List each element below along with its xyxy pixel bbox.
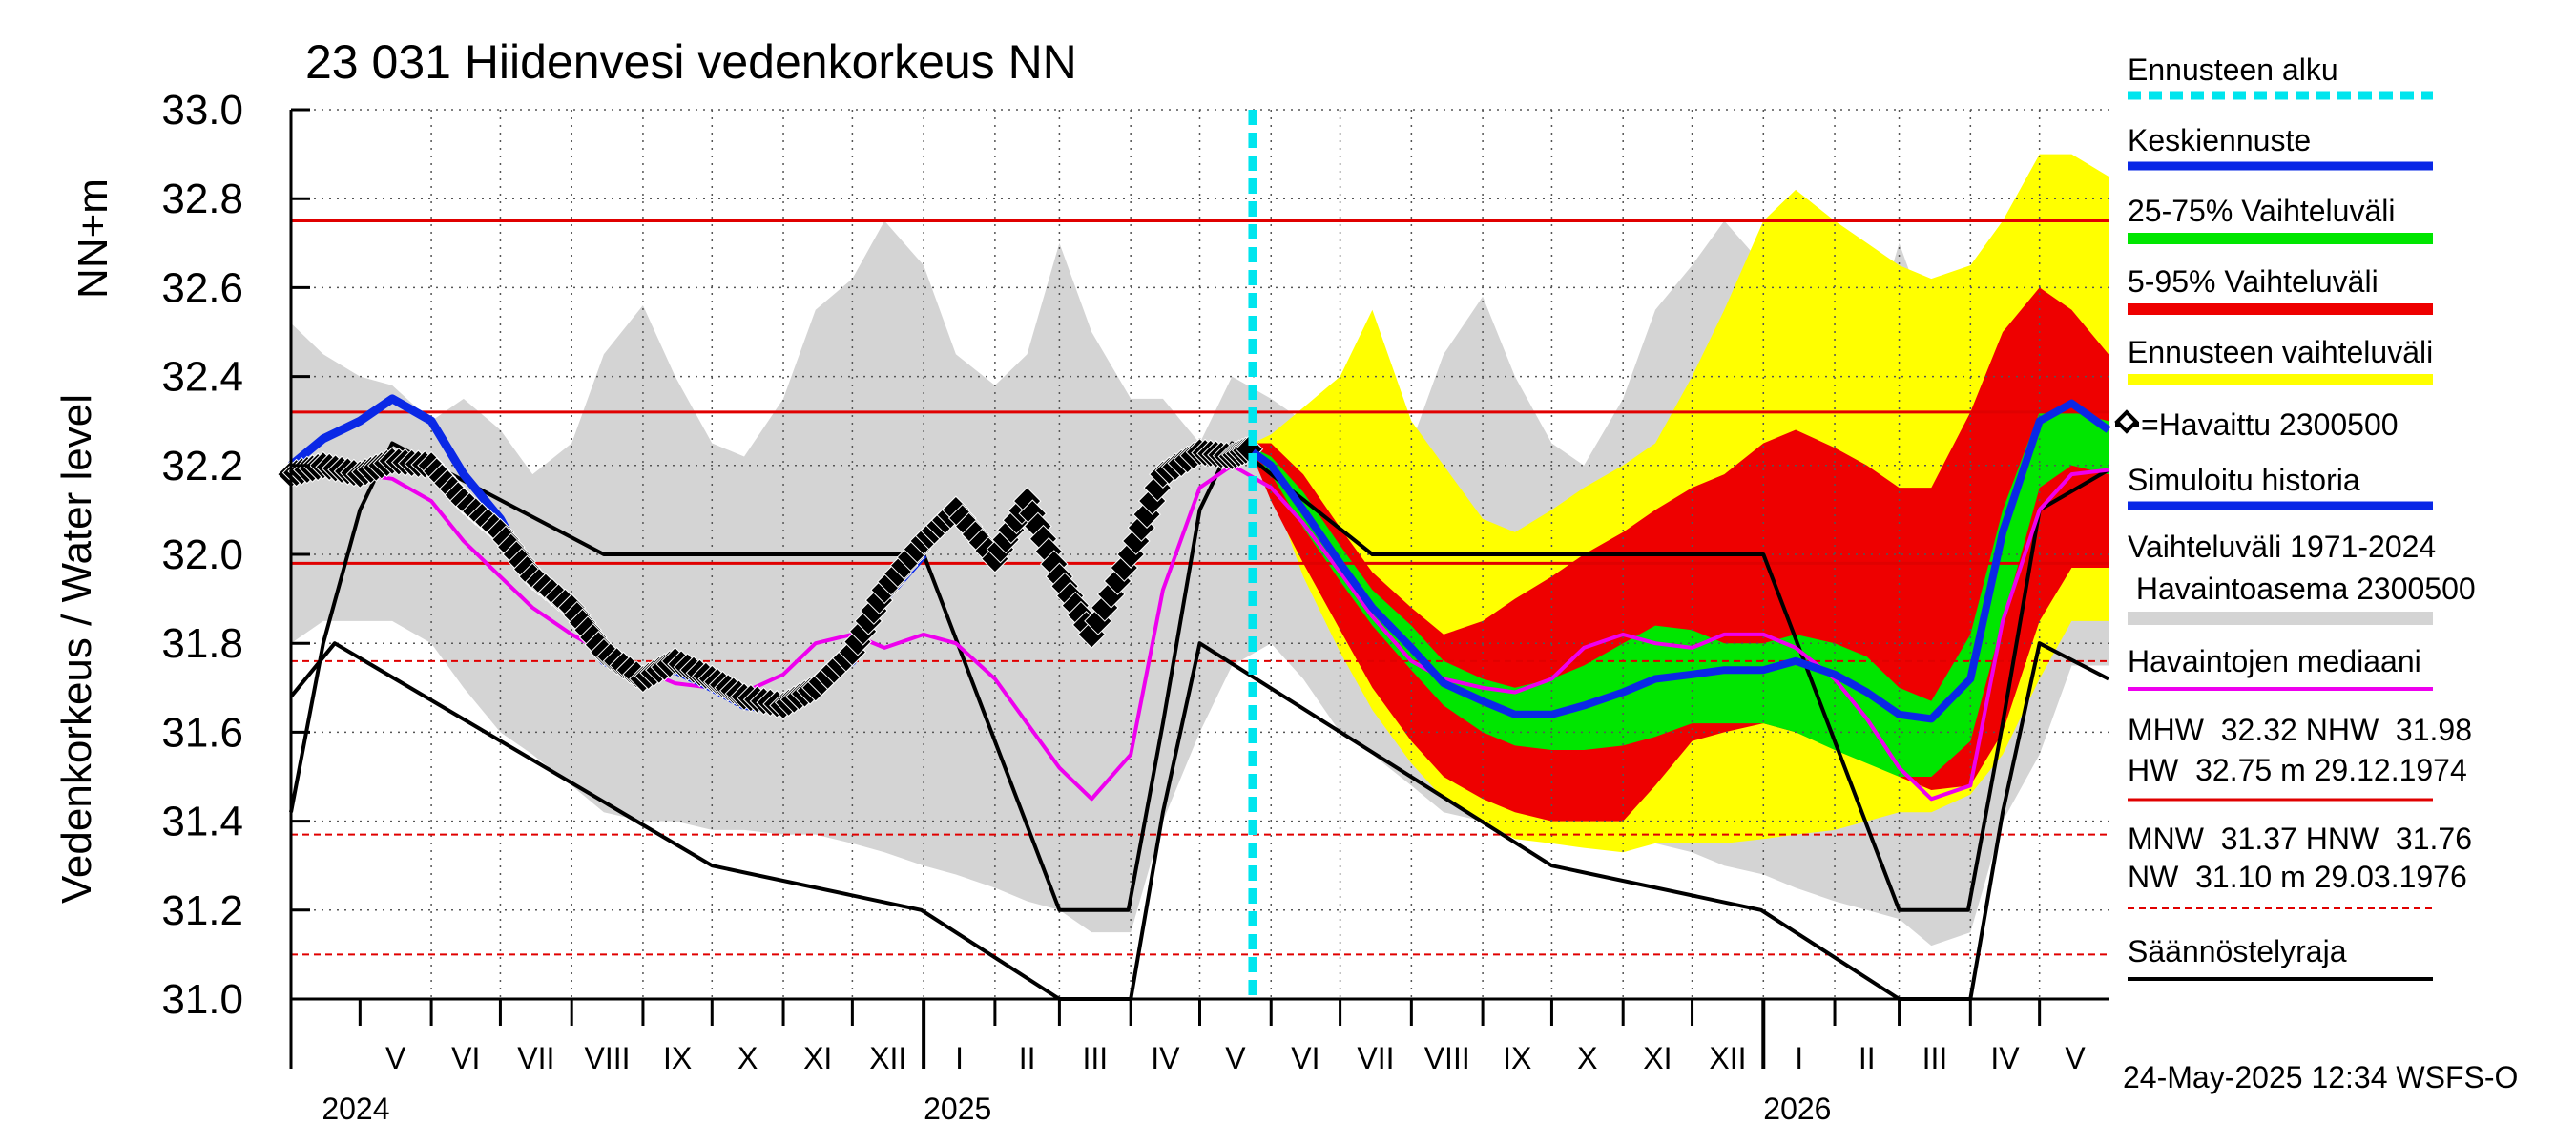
legend-stats-hw: HW 32.75 m 29.12.1974 <box>2128 753 2467 787</box>
x-tick-label-year: 2024 <box>322 1092 389 1126</box>
chart-title: 23 031 Hiidenvesi vedenkorkeus NN <box>305 35 1077 89</box>
x-tick-label-month: XII <box>869 1041 906 1075</box>
regulation-limit-lower <box>289 641 2109 1001</box>
x-tick-label-month: XI <box>1643 1041 1672 1075</box>
x-tick-label-month: II <box>1859 1041 1876 1075</box>
legend-label-forecast-start: Ennusteen alku <box>2128 52 2338 87</box>
x-tick-label-month: II <box>1019 1041 1036 1075</box>
legend-label-simulated: Simuloitu historia <box>2128 463 2360 497</box>
axes-layer: 31.0 31.2 31.4 31.6 31.8 32.0 32.2 32.4 32.6 32.8… <box>161 87 2109 1126</box>
y-tick-label: 32.6 <box>161 264 243 311</box>
x-tick-label-month: VIII <box>1424 1041 1470 1075</box>
x-tick-label-year: 2025 <box>924 1092 991 1126</box>
x-tick-label-month: XII <box>1709 1041 1746 1075</box>
x-tick-label-month: VII <box>517 1041 554 1075</box>
x-tick-label-month: X <box>1577 1041 1597 1075</box>
x-tick-label-month: IX <box>1503 1041 1531 1075</box>
y-tick-label: 32.8 <box>161 176 243 222</box>
legend-label-regulation: Säännöstelyraja <box>2128 934 2347 968</box>
x-tick-label-month: X <box>737 1041 758 1075</box>
mean-forecast-line <box>1250 399 2111 723</box>
y-tick-label: 31.2 <box>161 887 243 934</box>
x-tick-label-month: V <box>1225 1041 1246 1075</box>
legend-label-history-range-1: Vaihteluväli 1971-2024 <box>2128 530 2436 564</box>
x-tick-label-month: VIII <box>585 1041 631 1075</box>
y-tick-label: 33.0 <box>161 87 243 134</box>
x-tick-label-month: XI <box>803 1041 832 1075</box>
x-tick-label-month: IX <box>663 1041 692 1075</box>
legend-label-history-range-2: Havaintoasema 2300500 <box>2128 572 2476 606</box>
legend-label-median: Havaintojen mediaani <box>2128 644 2421 678</box>
reference-lines-layer <box>291 219 2109 956</box>
x-tick-label-month: IV <box>1990 1041 2020 1075</box>
y-tick-label: 31.8 <box>161 620 243 667</box>
x-tick-label-month: V <box>385 1041 406 1075</box>
legend: Ennusteen alku Keskiennuste 25-75% Vaiht… <box>2114 52 2476 981</box>
x-tick-label-month: III <box>1922 1041 1948 1075</box>
legend-stats-nw: NW 31.10 m 29.03.1976 <box>2128 860 2467 894</box>
legend-label-iqr: 25-75% Vaihteluväli <box>2128 194 2395 228</box>
x-tick-label-month: I <box>955 1041 964 1075</box>
y-axis-unit-label: NN+m <box>70 178 116 299</box>
x-tick-label-month: I <box>1795 1041 1803 1075</box>
y-tick-label: 32.4 <box>161 354 243 401</box>
legend-stats-mhw-nhw: MHW 32.32 NHW 31.98 <box>2128 713 2472 747</box>
y-tick-label: 31.6 <box>161 709 243 756</box>
y-axis-label: Vedenkorkeus / Water level <box>53 394 100 904</box>
footer-timestamp: 24-May-2025 12:34 WSFS-O <box>2123 1060 2518 1094</box>
x-tick-label-month: V <box>2065 1041 2086 1075</box>
y-tick-label: 32.2 <box>161 443 243 489</box>
x-tick-label-month: VI <box>451 1041 480 1075</box>
legend-label-mean-forecast: Keskiennuste <box>2128 123 2311 157</box>
legend-label-forecast-range: Ennusteen vaihteluväli <box>2128 335 2433 369</box>
x-tick-label-month: IV <box>1151 1041 1180 1075</box>
y-tick-label: 32.0 <box>161 531 243 578</box>
series-lines-layer <box>277 110 2111 1001</box>
y-tick-label: 31.4 <box>161 799 243 845</box>
x-tick-label-month: VII <box>1357 1041 1394 1075</box>
legend-label-p5-95: 5-95% Vaihteluväli <box>2128 264 2379 299</box>
x-tick-label-year: 2026 <box>1763 1092 1831 1126</box>
legend-label-observed: =Havaittu 2300500 <box>2141 407 2399 442</box>
legend-swatch-observed <box>2114 409 2139 434</box>
x-tick-label-month: III <box>1082 1041 1108 1075</box>
y-tick-label: 31.0 <box>161 976 243 1023</box>
x-tick-label-month: VI <box>1291 1041 1319 1075</box>
legend-stats-mnw-hnw: MNW 31.37 HNW 31.76 <box>2128 822 2472 856</box>
